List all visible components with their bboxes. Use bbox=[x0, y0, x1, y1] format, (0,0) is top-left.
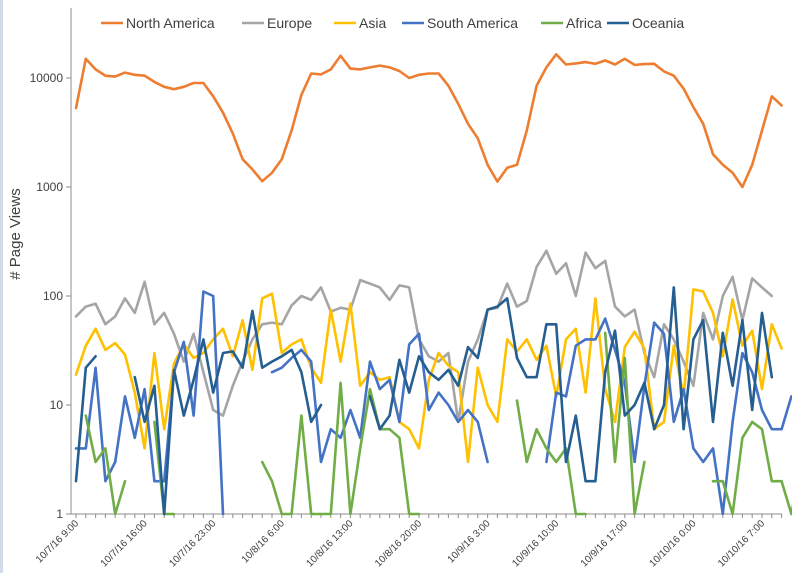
x-tick-label: 10/9/16 10:00 bbox=[510, 518, 561, 569]
x-tick-label: 10/9/16 3:00 bbox=[446, 518, 493, 565]
x-tick-label: 10/10/16 7:00 bbox=[716, 518, 767, 569]
series-line-europe bbox=[74, 249, 774, 424]
series-line-asia bbox=[74, 288, 783, 464]
series-line-south-america bbox=[74, 290, 792, 516]
legend: North America Europe Asia South America Afri… bbox=[101, 15, 684, 31]
series-line-oceania bbox=[74, 286, 774, 516]
x-tick-label: 10/10/16 0:00 bbox=[647, 518, 698, 569]
series-line-north-america bbox=[74, 53, 783, 189]
legend-label-europe: Europe bbox=[267, 15, 312, 31]
left-edge-bar bbox=[0, 0, 3, 573]
x-tick-label: 10/7/16 16:00 bbox=[99, 518, 150, 569]
y-axis-title: # Page Views bbox=[7, 188, 24, 279]
y-tick-label: 1000 bbox=[36, 180, 63, 194]
x-tick-label: 10/9/16 17:00 bbox=[579, 518, 630, 569]
y-tick-label: 100 bbox=[43, 289, 63, 303]
series-lines bbox=[74, 53, 792, 516]
x-tick-label: 10/8/16 20:00 bbox=[373, 518, 424, 569]
x-tick-label: 10/8/16 6:00 bbox=[240, 518, 287, 565]
legend-label-north-america: North America bbox=[126, 15, 215, 31]
y-tick-label: 1 bbox=[56, 507, 63, 521]
legend-label-south-america: South America bbox=[427, 15, 518, 31]
y-tick-label: 10 bbox=[50, 398, 64, 412]
x-tick-label: 10/7/16 23:00 bbox=[167, 518, 218, 569]
legend-label-asia: Asia bbox=[359, 15, 386, 31]
y-tick-label: 10000 bbox=[30, 71, 64, 85]
x-tick-label: 10/7/16 9:00 bbox=[34, 518, 81, 565]
x-tick-label: 10/8/16 13:00 bbox=[304, 518, 355, 569]
legend-label-oceania: Oceania bbox=[632, 15, 684, 31]
legend-label-africa: Africa bbox=[566, 15, 602, 31]
